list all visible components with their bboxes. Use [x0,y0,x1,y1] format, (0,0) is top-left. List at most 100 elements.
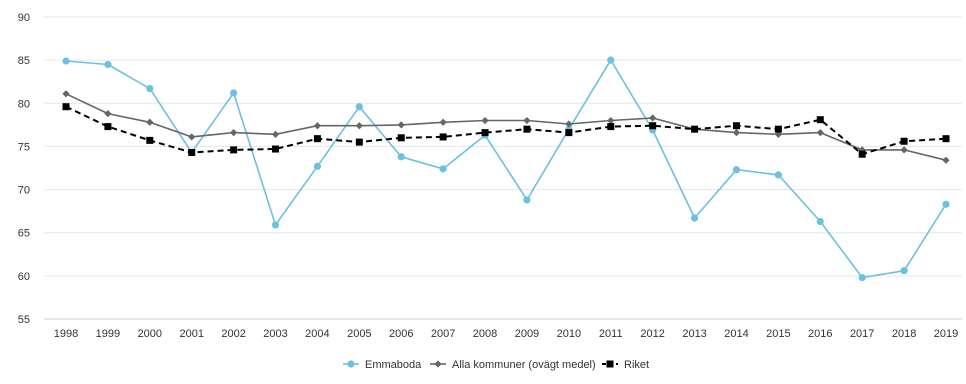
y-tick-label: 75 [18,141,30,153]
point-emmaboda [900,267,908,275]
point-alla-kommuner [649,114,657,122]
legend-label: Riket [624,359,649,371]
point-emmaboda [690,214,699,222]
point-emmaboda [313,162,322,170]
point-emmaboda [732,166,741,174]
point-riket [691,125,699,133]
point-riket [397,134,405,142]
point-alla-kommuner [732,129,741,137]
point-emmaboda [146,85,154,93]
point-emmaboda [230,89,238,97]
point-emmaboda [355,103,363,111]
point-alla-kommuner [104,110,112,118]
x-tick-label: 2013 [682,328,706,340]
x-tick-label: 2005 [347,328,371,340]
point-alla-kommuner [816,129,824,137]
x-tick-label: 2010 [557,328,581,340]
point-riket [900,137,908,145]
x-tick-label: 2012 [640,328,664,340]
point-riket [62,103,70,111]
legend: Emmaboda Alla kommuner (ovägt medel) Riket [343,359,649,371]
x-tick-label: 1999 [96,328,120,340]
x-tick-label: 2008 [473,328,497,340]
point-emmaboda [104,60,112,69]
point-alla-kommuner [565,120,573,128]
y-tick-label: 65 [18,228,30,240]
point-emmaboda [397,153,405,161]
series-line-emmaboda [65,59,947,279]
x-axis: 1998 1999 2000 2001 2002 2003 2004 2005 2006 2007… [54,328,958,340]
point-riket [188,148,196,156]
point-emmaboda [816,217,824,226]
point-riket [607,123,615,131]
x-tick-label: 2018 [892,328,916,340]
point-riket [816,116,824,124]
legend-item-riket: Riket [602,359,649,371]
x-tick-label: 2015 [766,328,790,340]
point-riket [272,145,280,153]
point-alla-kommuner [439,118,447,126]
point-riket [858,150,866,158]
point-alla-kommuner [188,133,196,141]
point-alla-kommuner [355,122,363,130]
point-emmaboda [439,165,447,173]
point-alla-kommuner [230,129,238,137]
point-riket [230,146,238,154]
series-emmaboda [62,56,950,282]
legend-item-alla-kommuner: Alla kommuner (ovägt medel) [430,359,596,371]
x-tick-label: 2016 [808,328,832,340]
point-alla-kommuner [942,156,950,164]
point-alla-kommuner [481,116,489,125]
x-tick-label: 2009 [515,328,539,340]
point-riket [439,133,447,141]
point-riket [649,122,657,130]
point-riket [104,123,112,131]
point-emmaboda [774,171,782,179]
x-tick-label: 2017 [850,328,874,340]
series-riket [62,103,950,158]
point-alla-kommuner [146,118,154,126]
y-tick-label: 85 [18,55,30,67]
point-alla-kommuner [313,122,322,130]
point-emmaboda [523,196,531,204]
point-riket [774,125,782,133]
point-riket [942,135,950,143]
point-riket [481,129,489,137]
x-tick-label: 2004 [305,328,329,340]
x-tick-label: 2002 [221,328,245,340]
x-tick-label: 2011 [599,328,623,340]
legend-item-emmaboda: Emmaboda [343,359,422,371]
x-tick-label: 2019 [934,328,958,340]
point-emmaboda [271,221,280,229]
point-riket [565,129,573,137]
grid-layer [44,16,962,320]
y-tick-label: 60 [18,271,30,283]
legend-marker [434,360,442,368]
point-emmaboda [62,57,70,65]
legend-marker [347,360,355,368]
point-emmaboda [858,273,866,282]
y-tick-label: 90 [18,12,30,24]
series-line-alla-kommuner [65,93,947,161]
point-riket [523,125,531,133]
x-tick-label: 2003 [263,328,287,340]
y-tick-label: 70 [18,185,30,197]
x-tick-label: 2000 [138,328,162,340]
point-riket [313,135,321,143]
point-alla-kommuner [523,116,531,125]
point-alla-kommuner [62,90,70,98]
x-tick-label: 2014 [724,328,748,340]
point-alla-kommuner [397,121,405,129]
legend-label: Alla kommuner (ovägt medel) [452,359,596,371]
point-alla-kommuner [271,130,280,138]
series-layer [62,56,950,282]
x-tick-label: 2007 [431,328,455,340]
x-tick-label: 2001 [179,328,203,340]
point-riket [355,138,363,146]
legend-marker [606,360,614,368]
y-tick-label: 55 [18,314,30,326]
y-tick-label: 80 [18,98,30,110]
y-axis: 55 60 65 70 75 80 85 90 [18,12,30,326]
